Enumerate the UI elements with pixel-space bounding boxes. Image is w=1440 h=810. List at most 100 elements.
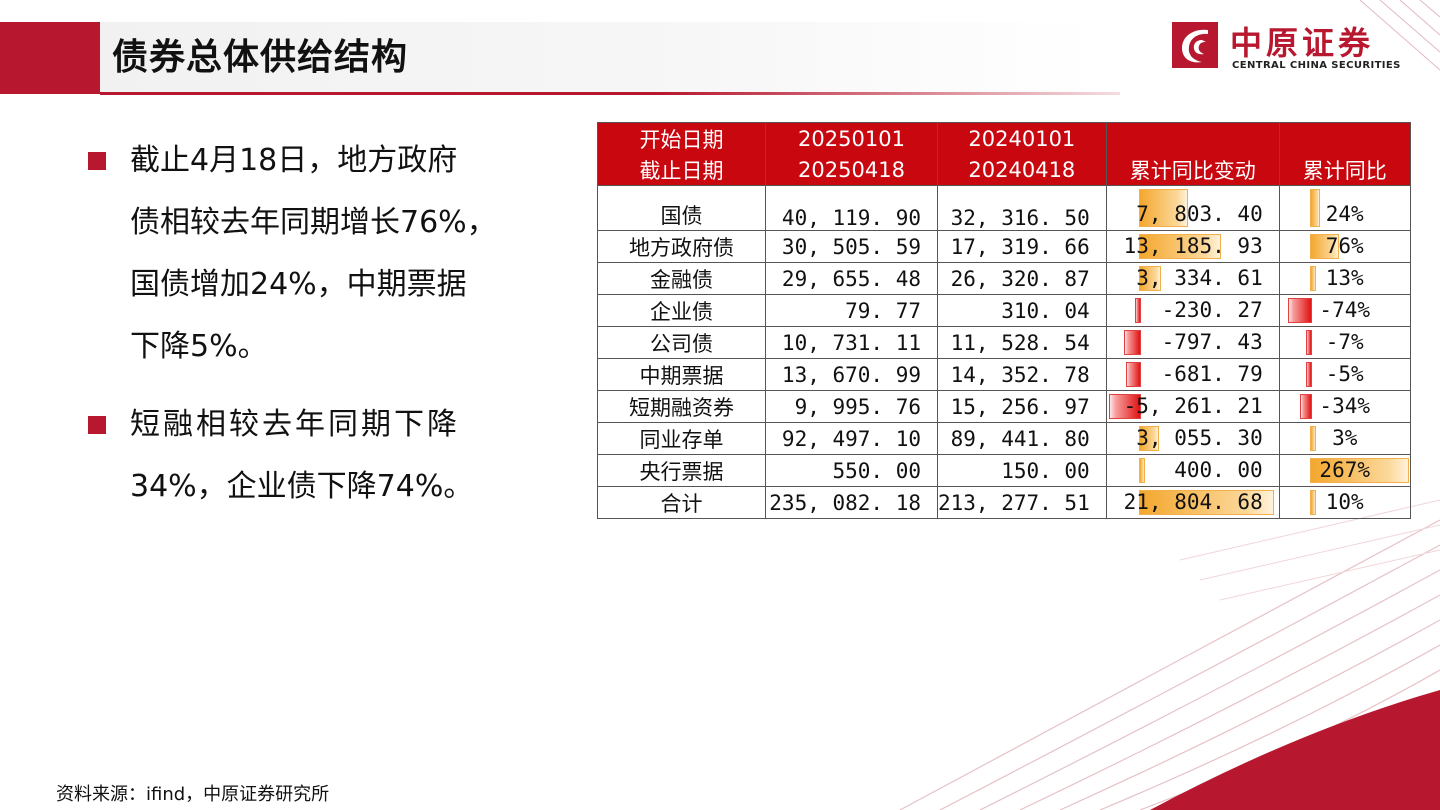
pct-data-bar — [1309, 426, 1316, 451]
pct-cell: -7% — [1278, 326, 1411, 359]
row-name-cell: 地方政府债 — [597, 230, 766, 263]
change-data-bar — [1138, 234, 1222, 259]
bullet-list: 截止4月18日，地方政府 债相较去年同期增长76%， 国债增加24%，中期票据 … — [88, 130, 528, 534]
value-2025-cell: 30, 505. 59 — [765, 230, 938, 263]
pct-value: -7% — [1325, 330, 1364, 354]
bullet-text: 短融相较去年同期下降 34%，企业债下降74%。 — [130, 394, 528, 518]
change-cell: 7, 803. 40 — [1105, 185, 1280, 231]
header-cell: 20240418 — [937, 154, 1107, 186]
value-2025-cell: 29, 655. 48 — [765, 262, 938, 295]
header-cell — [1278, 122, 1411, 154]
pct-data-bar — [1309, 490, 1316, 515]
bullet-line: 34%，企业债下降74%。 — [130, 469, 474, 504]
value-2024-cell: 32, 316. 50 — [937, 185, 1107, 231]
value-2024-cell: 11, 528. 54 — [937, 326, 1107, 359]
value-2025-cell: 79. 77 — [765, 294, 938, 327]
pct-cell: -5% — [1278, 358, 1411, 391]
table-row: 同业存单 92, 497. 10 89, 441. 80 3, 055. 30 3% — [597, 422, 1411, 455]
value-2024-cell: 89, 441. 80 — [937, 422, 1107, 455]
change-cell: -230. 27 — [1105, 294, 1280, 327]
table-row: 央行票据 550. 00 150. 00 400. 00 267% — [597, 454, 1411, 487]
bullet-line: 国债增加24%，中期票据 — [130, 267, 467, 302]
table-row: 合计 235, 082. 18 213, 277. 51 21, 804. 68 10% — [597, 486, 1411, 519]
bullet-line: 下降5%。 — [130, 329, 268, 364]
pct-value: -5% — [1325, 362, 1364, 386]
row-name-cell: 企业债 — [597, 294, 766, 327]
change-cell: 21, 804. 68 — [1105, 486, 1280, 519]
change-value: -5, 261. 21 — [1123, 394, 1263, 418]
pct-cell: -34% — [1278, 390, 1411, 423]
pct-value: 13% — [1325, 266, 1364, 290]
logo-mark-icon — [1172, 22, 1218, 68]
header-cell: 累计同比变动 — [1105, 154, 1280, 186]
pct-value: 3% — [1332, 426, 1358, 450]
value-2024-cell: 17, 319. 66 — [937, 230, 1107, 263]
value-2025-cell: 9, 995. 76 — [765, 390, 938, 423]
row-name-cell: 国债 — [597, 185, 766, 231]
row-name-cell: 短期融资券 — [597, 390, 766, 423]
header-red-block — [0, 22, 100, 94]
pct-data-bar — [1287, 298, 1312, 323]
row-name-cell: 公司债 — [597, 326, 766, 359]
header-cell: 20250101 — [765, 122, 938, 154]
value-2025-cell: 40, 119. 90 — [765, 185, 938, 231]
header-band — [100, 22, 1100, 94]
change-data-bar — [1108, 394, 1141, 419]
pct-value: 76% — [1325, 234, 1364, 258]
change-cell: 13, 185. 93 — [1105, 230, 1280, 263]
pct-cell: 3% — [1278, 422, 1411, 455]
change-cell: 3, 055. 30 — [1105, 422, 1280, 455]
change-value: 3, 334. 61 — [1136, 266, 1263, 290]
pct-value: -34% — [1319, 394, 1370, 418]
value-2025-cell: 550. 00 — [765, 454, 938, 487]
pct-value: 10% — [1325, 490, 1364, 514]
bullet-item: 短融相较去年同期下降 34%，企业债下降74%。 — [88, 394, 528, 518]
header-cell: 20250418 — [765, 154, 938, 186]
change-value: -230. 27 — [1161, 298, 1263, 322]
table-row: 国债 40, 119. 90 32, 316. 50 7, 803. 40 24% — [597, 185, 1411, 231]
change-value: 3, 055. 30 — [1136, 426, 1263, 450]
pct-cell: 267% — [1278, 454, 1411, 487]
row-name-cell: 中期票据 — [597, 358, 766, 391]
header-underline — [100, 92, 1120, 95]
change-cell: -5, 261. 21 — [1105, 390, 1280, 423]
change-data-bar — [1124, 330, 1141, 355]
logo-english-name: CENTRAL CHINA SECURITIES — [1232, 60, 1401, 71]
bond-supply-table: 开始日期 20250101 20240101 截止日期 20250418 202… — [597, 122, 1411, 519]
value-2024-cell: 310. 04 — [937, 294, 1107, 327]
row-name-cell: 央行票据 — [597, 454, 766, 487]
header-cell — [1105, 122, 1280, 154]
value-2024-cell: 213, 277. 51 — [937, 486, 1107, 519]
pct-cell: 24% — [1278, 185, 1411, 231]
change-data-bar — [1138, 490, 1274, 515]
header-cell: 截止日期 — [597, 154, 766, 186]
pct-cell: 76% — [1278, 230, 1411, 263]
table-row: 短期融资券 9, 995. 76 15, 256. 97 -5, 261. 21 -34… — [597, 390, 1411, 423]
change-data-bar — [1126, 362, 1141, 387]
table-header-row: 截止日期 20250418 20240418 累计同比变动 累计同比 — [597, 154, 1411, 186]
row-name-cell: 同业存单 — [597, 422, 766, 455]
header-cell: 20240101 — [937, 122, 1107, 154]
change-value: 13, 185. 93 — [1123, 234, 1263, 258]
bullet-square-icon — [88, 416, 106, 434]
pct-cell: 13% — [1278, 262, 1411, 295]
row-name-cell: 合计 — [597, 486, 766, 519]
pct-cell: -74% — [1278, 294, 1411, 327]
pct-value: 267% — [1319, 458, 1370, 482]
pct-data-bar — [1309, 458, 1409, 483]
value-2024-cell: 14, 352. 78 — [937, 358, 1107, 391]
pct-value: 24% — [1325, 202, 1364, 226]
value-2025-cell: 13, 670. 99 — [765, 358, 938, 391]
pct-data-bar — [1299, 394, 1312, 419]
header-cell: 开始日期 — [597, 122, 766, 154]
bullet-text: 截止4月18日，地方政府 债相较去年同期增长76%， 国债增加24%，中期票据 … — [130, 130, 528, 378]
change-data-bar — [1138, 426, 1160, 451]
page-title: 债券总体供给结构 — [112, 37, 409, 78]
change-data-bar — [1134, 298, 1141, 323]
pct-data-bar — [1309, 189, 1321, 227]
value-2024-cell: 26, 320. 87 — [937, 262, 1107, 295]
table-row: 公司债 10, 731. 11 11, 528. 54 -797. 43 -7% — [597, 326, 1411, 359]
table-row: 地方政府债 30, 505. 59 17, 319. 66 13, 185. 93 76… — [597, 230, 1411, 263]
value-2025-cell: 10, 731. 11 — [765, 326, 938, 359]
pct-value: -74% — [1319, 298, 1370, 322]
